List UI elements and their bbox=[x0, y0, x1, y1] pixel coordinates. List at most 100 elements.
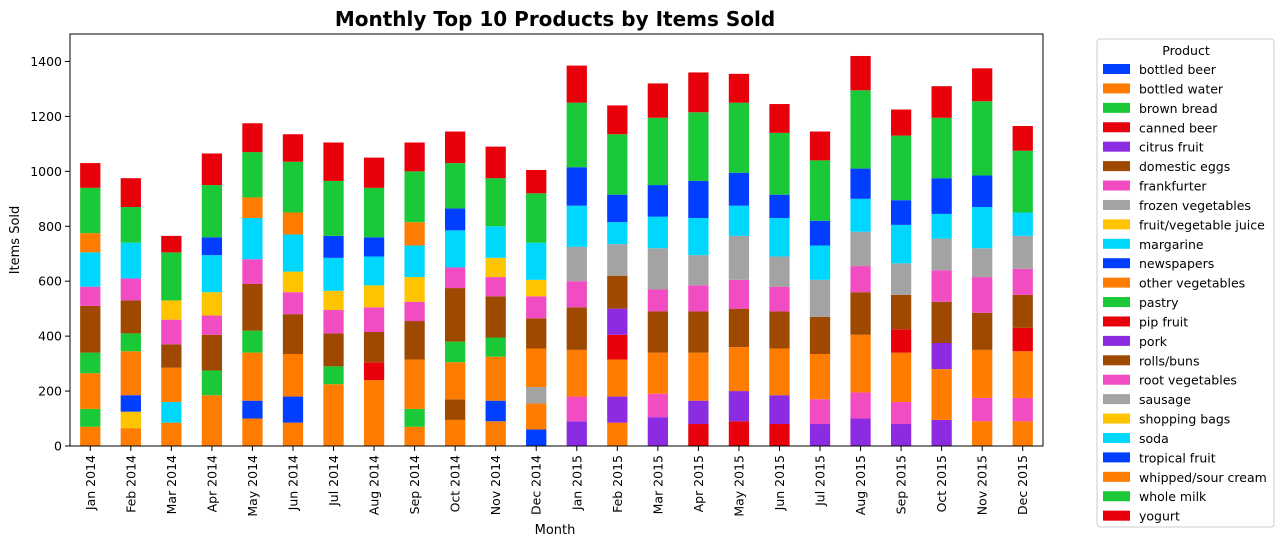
y-tick-label: 1200 bbox=[30, 109, 62, 124]
x-tick-label: May 2015 bbox=[731, 455, 746, 517]
bar-segment-citrus-fruit-jan-2015 bbox=[566, 421, 587, 446]
legend-swatch bbox=[1103, 64, 1130, 74]
bar-segment-root-vegetables-jan-2014 bbox=[80, 286, 101, 306]
bar-segment-root-vegetables-dec-2015 bbox=[1012, 268, 1033, 295]
legend-swatch bbox=[1103, 374, 1130, 385]
bar-segment-canned-beer-aug-2014 bbox=[363, 362, 385, 381]
bar-segment-soda-jun-2015 bbox=[769, 218, 790, 257]
legend-label: whipped/sour cream bbox=[1139, 470, 1267, 485]
bar-segment-sausage-jun-2015 bbox=[769, 256, 790, 287]
bar-segment-soda-aug-2014 bbox=[363, 256, 385, 286]
bar-segment-soda-jun-2014 bbox=[282, 234, 304, 272]
bar-segment-yogurt-nov-2015 bbox=[972, 68, 993, 102]
bar-segment-rolls-buns-apr-2014 bbox=[201, 334, 223, 371]
bar-segment-bottled-water-jan-2014 bbox=[80, 426, 101, 446]
bar-segment-yogurt-mar-2014 bbox=[161, 235, 182, 253]
legend-label: root vegetables bbox=[1139, 373, 1237, 388]
bar-segment-frankfurter-aug-2015 bbox=[850, 392, 871, 419]
bar-segment-yogurt-dec-2014 bbox=[526, 169, 547, 194]
bar-segment-citrus-fruit-feb-2015 bbox=[607, 396, 628, 423]
bar-segment-whole-milk-feb-2015 bbox=[607, 134, 628, 195]
bar-segment-pip-fruit-feb-2015 bbox=[607, 334, 628, 360]
bar-segment-root-vegetables-jan-2015 bbox=[566, 281, 587, 308]
bar-segment-rolls-buns-may-2015 bbox=[728, 308, 750, 348]
bar-segment-other-vegetables-oct-2015 bbox=[931, 369, 952, 420]
bar-segment-whipped-sour-cream-may-2014 bbox=[242, 197, 263, 219]
bar-segment-yogurt-jan-2015 bbox=[566, 65, 587, 103]
x-tick-label: Aug 2015 bbox=[853, 455, 868, 515]
bar-segment-bottled-water-aug-2014 bbox=[363, 380, 385, 446]
bar-segment-yogurt-apr-2014 bbox=[201, 153, 223, 186]
bar-segment-domestic-eggs-oct-2014 bbox=[445, 399, 466, 420]
bar-segment-brown-bread-apr-2014 bbox=[201, 370, 223, 396]
bar-segment-rolls-buns-feb-2015 bbox=[607, 275, 628, 309]
bar-segment-root-vegetables-jun-2014 bbox=[282, 292, 304, 315]
bar-segment-other-vegetables-aug-2015 bbox=[850, 334, 871, 393]
bar-segment-tropical-fruit-aug-2014 bbox=[363, 237, 385, 257]
bar-segment-pastry-oct-2014 bbox=[445, 341, 466, 363]
bar-segment-citrus-fruit-oct-2015 bbox=[931, 419, 952, 446]
bar-segment-rolls-buns-mar-2015 bbox=[647, 311, 668, 353]
bar-segment-soda-dec-2014 bbox=[526, 242, 547, 280]
bar-segment-root-vegetables-may-2014 bbox=[242, 259, 263, 284]
bar-segment-root-vegetables-feb-2014 bbox=[120, 278, 141, 301]
bar-segment-shopping-bags-aug-2014 bbox=[363, 285, 385, 308]
legend-swatch bbox=[1103, 258, 1130, 269]
legend-label: yogurt bbox=[1139, 509, 1180, 524]
legend-label: domestic eggs bbox=[1139, 159, 1230, 174]
legend-label: frankfurter bbox=[1139, 179, 1207, 194]
bar-segment-bottled-water-nov-2014 bbox=[485, 421, 506, 446]
bar-segment-rolls-buns-mar-2014 bbox=[161, 344, 182, 368]
bars-layer bbox=[80, 55, 1033, 446]
bar-segment-canned-beer-jun-2015 bbox=[769, 424, 790, 446]
chart-title: Monthly Top 10 Products by Items Sold bbox=[335, 7, 775, 31]
legend-swatch bbox=[1103, 297, 1130, 308]
bar-segment-rolls-buns-sep-2014 bbox=[404, 321, 425, 360]
bar-segment-yogurt-apr-2015 bbox=[688, 72, 709, 113]
x-tick-label: Nov 2015 bbox=[975, 455, 990, 515]
bar-segment-sausage-jul-2015 bbox=[809, 279, 831, 317]
bar-segment-other-vegetables-apr-2015 bbox=[688, 352, 709, 401]
legend-label: newspapers bbox=[1139, 256, 1214, 271]
bar-segment-tropical-fruit-jul-2014 bbox=[323, 235, 344, 258]
bar-segment-newspapers-jun-2014 bbox=[282, 396, 304, 423]
bar-segment-whole-milk-aug-2014 bbox=[363, 187, 385, 238]
bar-segment-shopping-bags-dec-2014 bbox=[526, 279, 547, 297]
bar-segment-soda-may-2014 bbox=[242, 218, 263, 260]
bar-segment-root-vegetables-dec-2014 bbox=[526, 296, 547, 319]
legend-swatch bbox=[1103, 102, 1130, 113]
legend-swatch bbox=[1103, 510, 1130, 521]
bar-segment-soda-jan-2015 bbox=[566, 205, 587, 247]
bar-segment-tropical-fruit-nov-2015 bbox=[972, 175, 993, 208]
bar-segment-bottled-water-sep-2014 bbox=[404, 426, 425, 446]
bar-segment-canned-beer-may-2015 bbox=[728, 421, 750, 446]
legend-title: Product bbox=[1162, 43, 1210, 58]
bar-segment-yogurt-sep-2015 bbox=[890, 109, 912, 136]
legend-swatch bbox=[1103, 413, 1130, 424]
bar-segment-soda-apr-2014 bbox=[201, 255, 223, 293]
bar-segment-yogurt-feb-2014 bbox=[120, 178, 141, 208]
bar-segment-shopping-bags-nov-2014 bbox=[485, 257, 506, 278]
bar-segment-frankfurter-sep-2015 bbox=[890, 402, 912, 425]
bar-segment-other-vegetables-nov-2014 bbox=[485, 356, 506, 401]
bar-segment-rolls-buns-jul-2015 bbox=[809, 316, 831, 354]
bar-segment-root-vegetables-nov-2014 bbox=[485, 277, 506, 297]
bar-segment-whole-milk-jul-2014 bbox=[323, 180, 344, 236]
bar-segment-tropical-fruit-oct-2015 bbox=[931, 178, 952, 214]
bar-segment-sausage-mar-2015 bbox=[647, 248, 668, 290]
bar-segment-sausage-nov-2015 bbox=[972, 248, 993, 278]
legend-label: margarine bbox=[1139, 237, 1204, 252]
bar-segment-newspapers-may-2014 bbox=[242, 400, 263, 419]
bar-segment-whole-milk-sep-2015 bbox=[890, 135, 912, 201]
bar-segment-brown-bread-jan-2014 bbox=[80, 408, 101, 427]
legend-swatch bbox=[1103, 83, 1130, 94]
legend-swatch bbox=[1103, 452, 1130, 463]
bar-segment-soda-jul-2015 bbox=[809, 245, 831, 280]
x-tick-label: Oct 2014 bbox=[448, 455, 463, 512]
bar-segment-other-vegetables-mar-2015 bbox=[647, 352, 668, 394]
bar-segment-bottled-water-jun-2014 bbox=[282, 422, 304, 446]
y-tick-label: 1400 bbox=[30, 54, 62, 69]
bar-segment-whole-milk-jun-2014 bbox=[282, 161, 304, 213]
legend-swatch bbox=[1103, 180, 1130, 191]
